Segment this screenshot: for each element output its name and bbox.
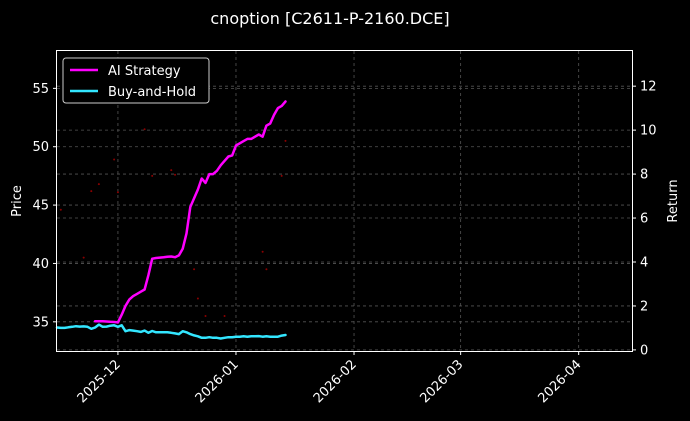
plot-frame [56, 50, 633, 352]
series-line-buy-and-hold [55, 323, 287, 340]
y-axis-left-label: Price [10, 185, 25, 217]
price-scatter [59, 128, 287, 317]
y-left-tick-label: 50 [32, 140, 49, 155]
price-marker [284, 139, 287, 142]
series-lines [55, 100, 287, 340]
price-marker [174, 173, 177, 176]
y-right-tick-label: 0 [640, 343, 648, 358]
price-marker [113, 158, 116, 161]
price-marker [59, 208, 62, 211]
y-axis-right-label: Return [666, 179, 681, 222]
price-marker [280, 174, 283, 177]
left-y-axis: 35 40 45 50 55 [32, 82, 57, 330]
y-right-tick-label: 10 [640, 124, 657, 139]
y-right-tick-label: 4 [640, 255, 648, 270]
price-marker [116, 191, 119, 194]
price-marker [196, 297, 199, 300]
legend-label-ai-strategy: AI Strategy [108, 64, 181, 79]
y-left-tick-label: 40 [32, 257, 49, 272]
price-marker [204, 314, 207, 317]
y-right-tick-label: 8 [640, 168, 648, 183]
y-left-tick-label: 45 [32, 199, 49, 214]
chart-title: cnoption [C2611-P-2160.DCE] [210, 9, 449, 28]
price-marker [151, 174, 154, 177]
price-marker [170, 169, 173, 172]
price-marker [265, 268, 268, 271]
y-right-tick-label: 2 [640, 299, 648, 314]
y-left-tick-label: 55 [32, 82, 49, 97]
price-marker [97, 183, 100, 186]
price-marker [90, 190, 93, 193]
series-line-ai-strategy [93, 100, 287, 324]
y-left-tick-label: 35 [32, 315, 49, 330]
price-marker [143, 128, 146, 131]
y-right-tick-label: 6 [640, 212, 648, 227]
legend: AI Strategy Buy-and-Hold [62, 57, 210, 104]
y-right-tick-label: 12 [640, 80, 657, 95]
price-marker [82, 256, 85, 259]
legend-label-buy-and-hold: Buy-and-Hold [108, 85, 196, 100]
right-y-axis: 0 2 4 6 8 10 12 [632, 80, 657, 358]
price-marker [193, 268, 196, 271]
legend-box [62, 57, 210, 104]
price-marker [261, 250, 264, 253]
price-marker [223, 314, 226, 317]
